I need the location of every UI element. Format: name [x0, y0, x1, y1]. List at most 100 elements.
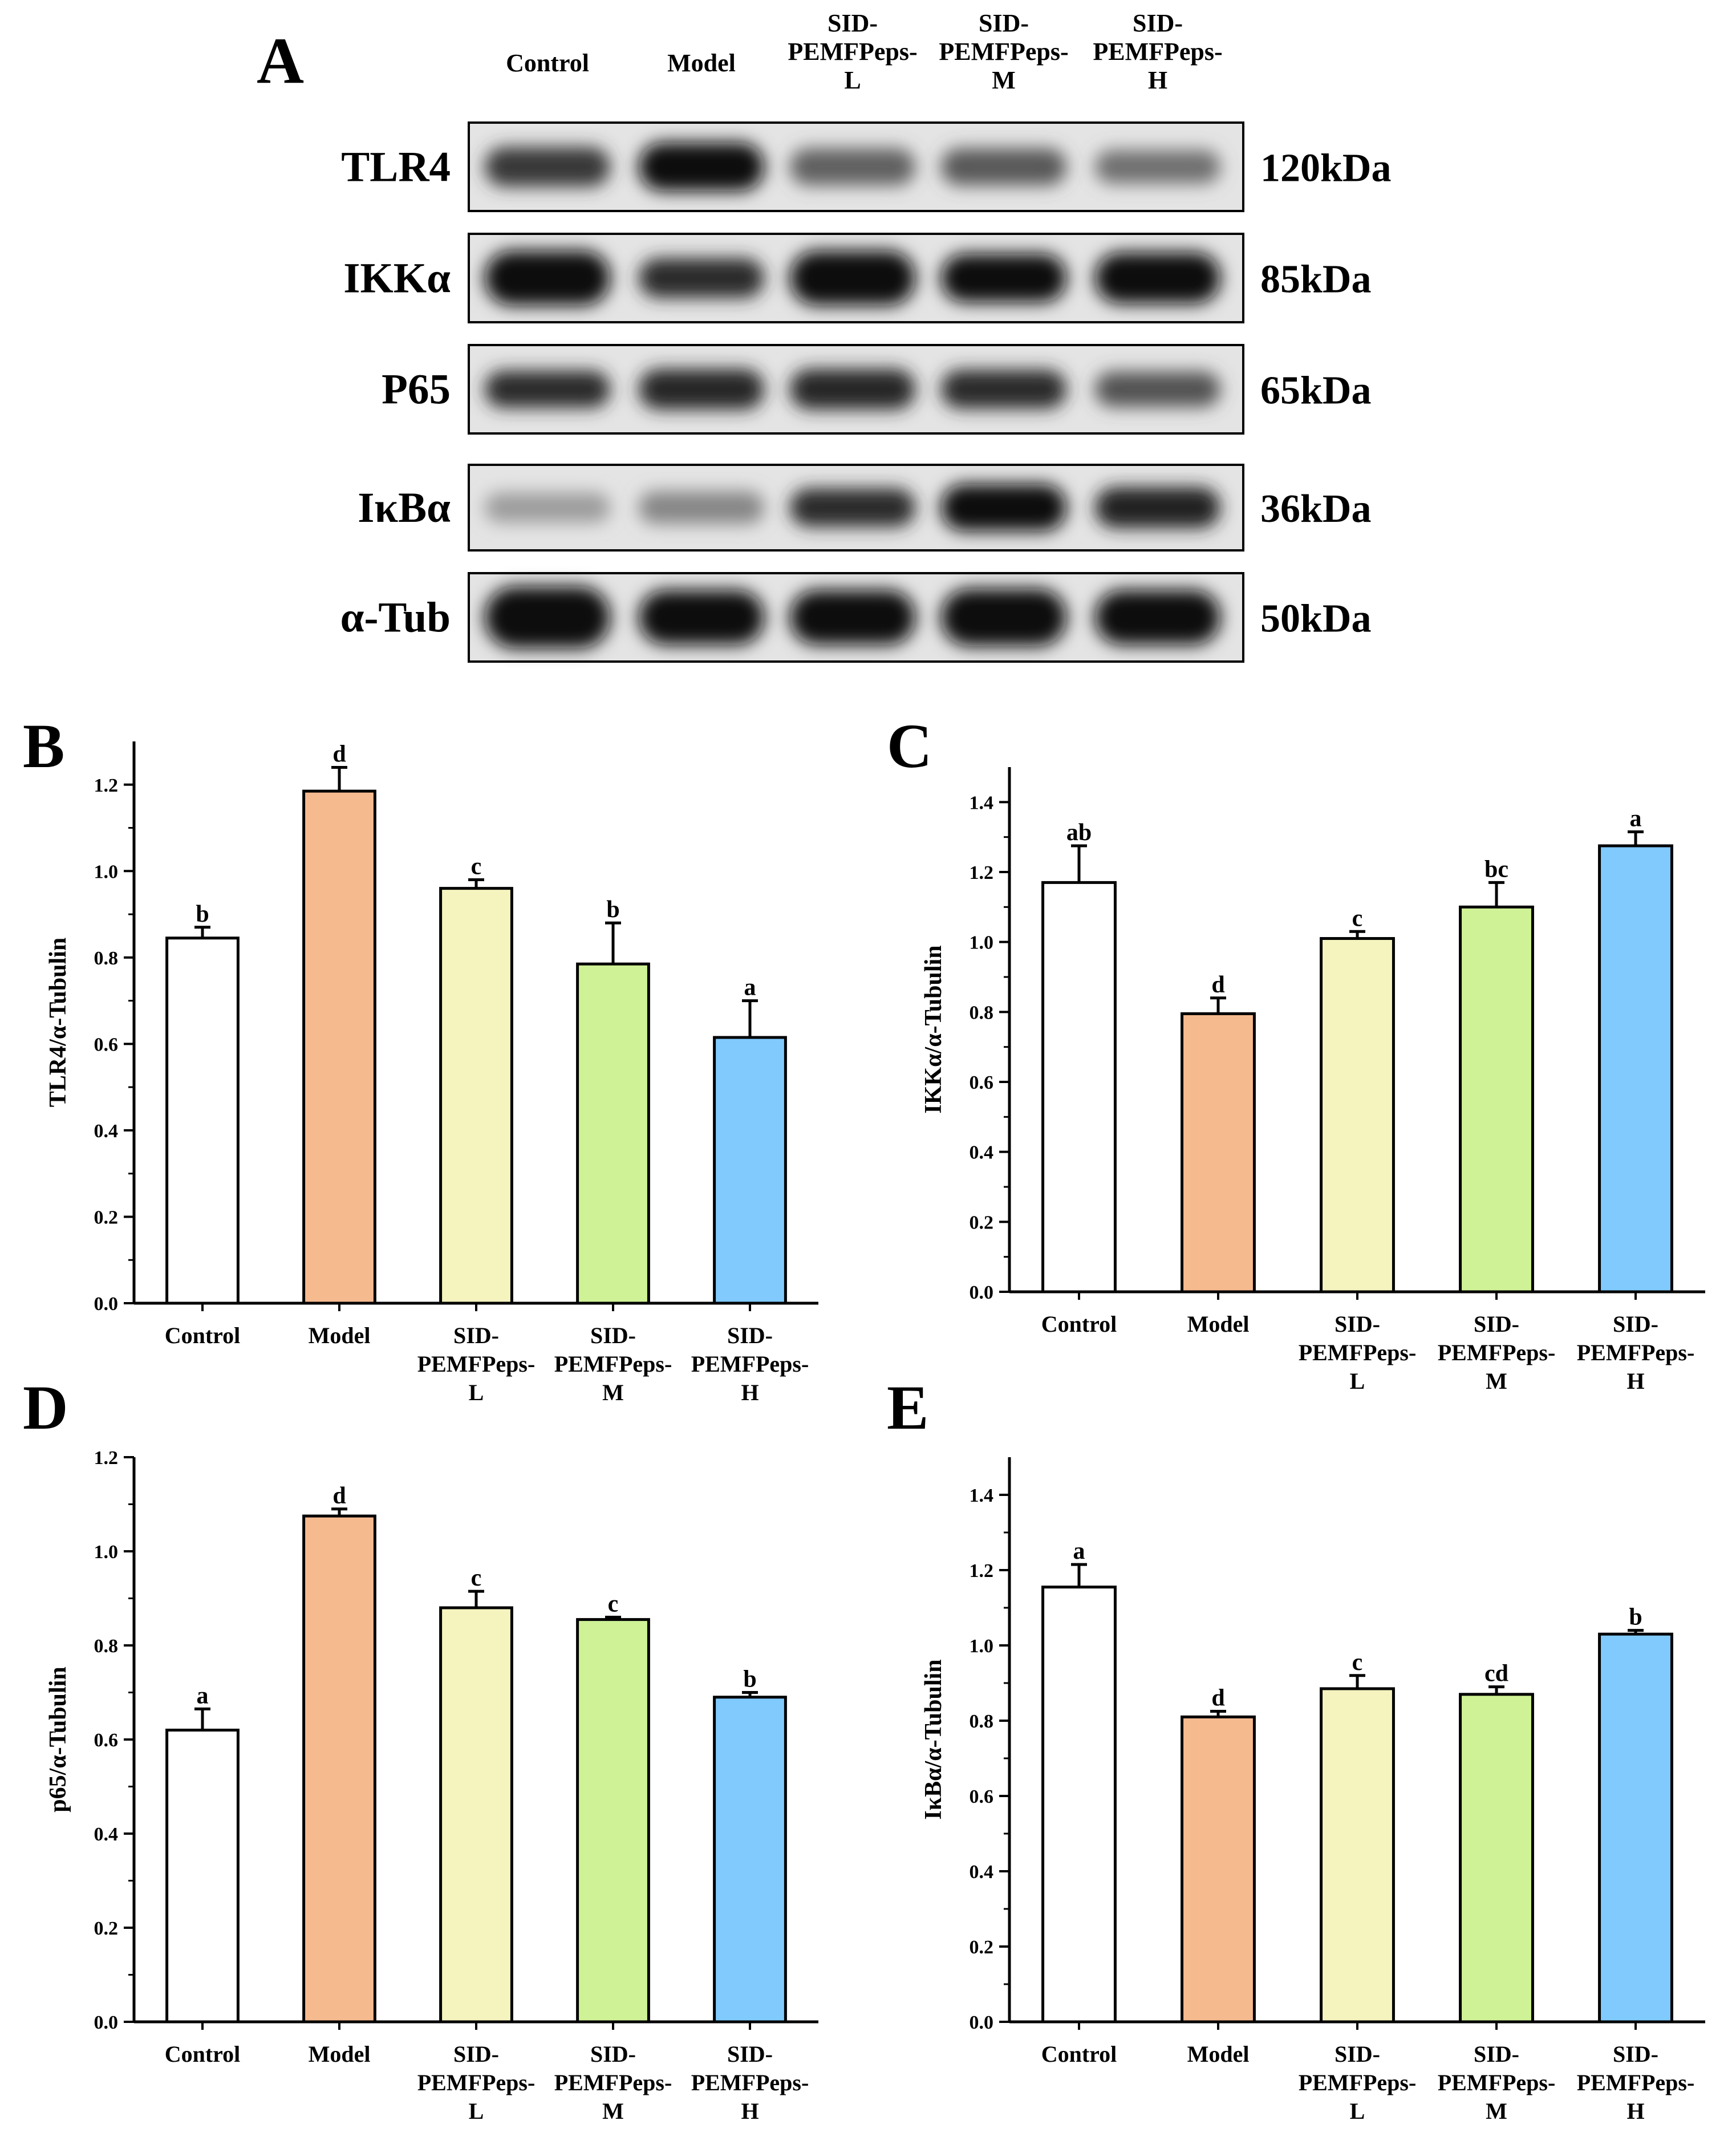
bar: [1598, 1632, 1673, 2024]
significance-letter: b: [606, 897, 619, 923]
x-tick-label: L: [1350, 1368, 1365, 1394]
lane-header-3: SID-: [979, 9, 1029, 37]
y-tick-label: 0.2: [970, 1937, 994, 1958]
y-tick-label: 0.0: [970, 1282, 994, 1303]
y-tick-label: 1.4: [970, 792, 994, 813]
bar: [576, 962, 650, 1305]
bar: [1459, 905, 1534, 1294]
x-tick-label: PEMFPeps-: [417, 1351, 536, 1377]
x-tick-label: PEMFPeps-: [1577, 2070, 1695, 2095]
x-tick-label: H: [741, 1380, 759, 1405]
blot-band: [1095, 590, 1220, 645]
blot-band: [941, 148, 1066, 186]
significance-letter: bc: [1484, 856, 1508, 882]
x-tick-label: SID-: [1474, 2041, 1519, 2067]
significance-letter: a: [197, 1682, 209, 1709]
significance-letter: c: [1352, 905, 1363, 931]
lane-headers: Control ModelSID-PEMFPeps-LSID-PEMFPeps-M…: [506, 9, 1223, 94]
significance-letter: d: [1211, 1685, 1224, 1712]
bar: [302, 1514, 376, 2024]
y-tick-label: 0.4: [970, 1862, 994, 1883]
significance-letter: b: [743, 1667, 756, 1693]
x-tick-label: Control: [165, 1323, 241, 1348]
significance-letter: d: [332, 741, 346, 767]
lane-header-4: H: [1148, 66, 1167, 94]
x-tick-label: PEMFPeps-: [1299, 2070, 1417, 2095]
blot-band: [639, 491, 764, 524]
x-tick-label: SID-: [727, 1323, 773, 1348]
y-tick-label: 0.8: [94, 1636, 119, 1657]
lane-header-4: SID-: [1133, 9, 1183, 37]
y-axis-label: TLR4/α-Tubulin: [45, 938, 71, 1107]
significance-letter: c: [471, 853, 482, 879]
blot-row-2: P65 65kDa: [382, 344, 1371, 435]
molecular-weight-label: 65kDa: [1260, 369, 1371, 413]
x-tick-label: PEMFPeps-: [1577, 1340, 1695, 1365]
chart-c: C 0.0 0.2 0.4 0.6 0.8 1.0 1.2 1.4 IKKα/α-Tubulin a…: [887, 711, 1705, 1394]
panel-letter: B: [23, 711, 64, 781]
protein-label: α-Tub: [340, 594, 451, 642]
blot-band: [485, 250, 610, 306]
x-tick-label: PEMFPeps-: [691, 1351, 809, 1377]
blot-band: [485, 586, 610, 648]
x-tick-label: SID-: [1335, 1311, 1380, 1337]
bar: [713, 1696, 787, 2024]
blot-band: [1095, 487, 1220, 528]
blot-band: [485, 492, 610, 523]
x-tick-label: SID-: [1613, 2041, 1658, 2067]
x-tick-label: SID-: [453, 2041, 499, 2067]
significance-letter: c: [1352, 1649, 1363, 1676]
blot-row-3: IκBα 36kDa: [358, 464, 1371, 552]
y-axis-label: p65/α-Tubulin: [45, 1667, 71, 1812]
bar: [165, 936, 240, 1305]
y-tick-label: 0.8: [94, 948, 119, 969]
significance-letter: a: [744, 975, 756, 1001]
y-tick-label: 1.2: [970, 1560, 994, 1582]
y-tick-label: 0.2: [94, 1918, 119, 1939]
panel-letter: E: [887, 1373, 928, 1442]
x-tick-label: H: [1627, 1368, 1644, 1394]
blot-band: [941, 589, 1066, 646]
bar: [165, 1729, 240, 2024]
x-tick-label: PEMFPeps-: [691, 2070, 809, 2095]
y-tick-label: 0.0: [970, 2012, 994, 2033]
blot-band: [790, 250, 915, 306]
y-tick-label: 1.0: [94, 1542, 119, 1563]
bar: [1181, 1012, 1256, 1294]
y-tick-label: 1.0: [970, 932, 994, 954]
blot-band: [790, 590, 915, 645]
x-tick-label: M: [1486, 2098, 1507, 2124]
x-tick-label: PEMFPeps-: [554, 1351, 672, 1377]
molecular-weight-label: 85kDa: [1260, 258, 1371, 302]
y-axis-label: IKKα/α-Tubulin: [920, 945, 947, 1113]
molecular-weight-label: 120kDa: [1260, 147, 1391, 190]
y-tick-label: 0.0: [94, 1294, 119, 1315]
bar: [439, 887, 513, 1305]
x-tick-label: Model: [309, 1323, 371, 1348]
panel-letter: D: [23, 1373, 68, 1442]
bar: [302, 789, 376, 1305]
x-tick-label: L: [469, 1380, 484, 1405]
significance-letter: a: [1630, 805, 1642, 832]
x-tick-label: M: [1486, 1368, 1507, 1394]
significance-letter: d: [332, 1483, 346, 1509]
x-tick-label: H: [741, 2098, 759, 2124]
x-tick-label: PEMFPeps-: [554, 2070, 672, 2095]
chart-b: B 0.0 0.2 0.4 0.6 0.8 1.0 1.2 TLR4/α-Tubulin b Con…: [23, 711, 818, 1405]
y-tick-label: 1.4: [970, 1485, 994, 1506]
y-tick-label: 1.2: [94, 1448, 119, 1469]
y-tick-label: 0.6: [94, 1730, 119, 1751]
significance-letter: a: [1073, 1538, 1085, 1564]
blot-band: [790, 148, 915, 186]
significance-letter: b: [1629, 1604, 1642, 1631]
x-tick-label: Model: [309, 2041, 371, 2067]
bar: [1459, 1693, 1534, 2024]
protein-label: P65: [382, 366, 451, 413]
x-tick-label: PEMFPeps-: [1299, 1340, 1417, 1365]
bar: [1320, 1687, 1395, 2024]
significance-letter: ab: [1066, 820, 1092, 846]
molecular-weight-label: 36kDa: [1260, 487, 1371, 531]
blot-band: [485, 147, 610, 187]
x-tick-label: L: [1350, 2098, 1365, 2124]
